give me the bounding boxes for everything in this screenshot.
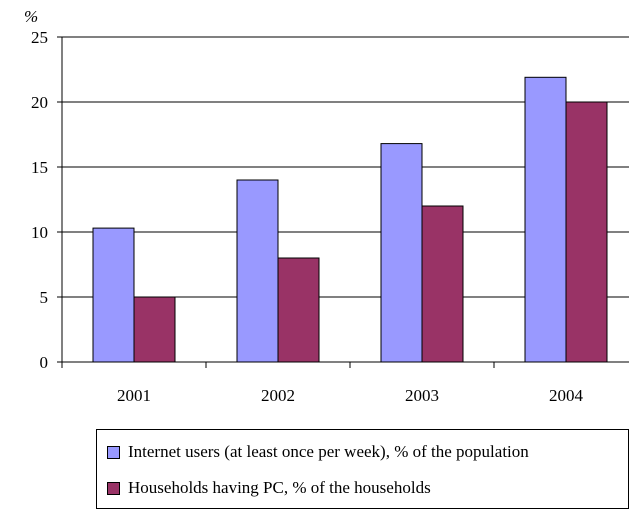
y-unit-label: % — [24, 7, 38, 26]
bar-chart: 0 5 10 15 20 25 2001 2002 2003 2004 % — [24, 7, 629, 405]
bar-series1-2003 — [380, 143, 423, 363]
bar-series2-2002 — [277, 257, 320, 363]
y-tick-label-0: 0 — [40, 353, 49, 372]
y-tick-label-15: 15 — [31, 158, 48, 177]
legend-label-internet-users: Internet users (at least once per week),… — [128, 442, 529, 461]
axes — [57, 36, 629, 368]
x-tick-label-2002: 2002 — [261, 386, 295, 405]
x-tick-label-2004: 2004 — [549, 386, 584, 405]
y-tick-label-25: 25 — [31, 28, 48, 47]
x-tick-label-2003: 2003 — [405, 386, 439, 405]
bar-series2-2001 — [133, 296, 176, 363]
bars — [92, 76, 608, 363]
y-tick-label-5: 5 — [40, 288, 49, 307]
bar-series1-2001 — [92, 227, 135, 363]
y-tick-label-20: 20 — [31, 93, 48, 112]
x-tick-labels: 2001 2002 2003 2004 — [117, 386, 584, 405]
legend-item-households-pc: Households having PC, % of the household… — [107, 478, 431, 498]
bar-series1-2004 — [524, 76, 567, 363]
bar-series2-2003 — [421, 205, 464, 363]
y-tick-label-10: 10 — [31, 223, 48, 242]
x-tick-label-2001: 2001 — [117, 386, 151, 405]
legend-item-internet-users: Internet users (at least once per week),… — [107, 442, 529, 462]
legend: Internet users (at least once per week),… — [96, 429, 629, 509]
y-tick-labels: 0 5 10 15 20 25 — [31, 28, 48, 372]
legend-label-households-pc: Households having PC, % of the household… — [128, 478, 431, 497]
legend-swatch-internet-users — [107, 445, 120, 459]
bar-series1-2002 — [236, 179, 279, 363]
bar-series2-2004 — [565, 101, 608, 363]
legend-swatch-households-pc — [107, 481, 120, 495]
